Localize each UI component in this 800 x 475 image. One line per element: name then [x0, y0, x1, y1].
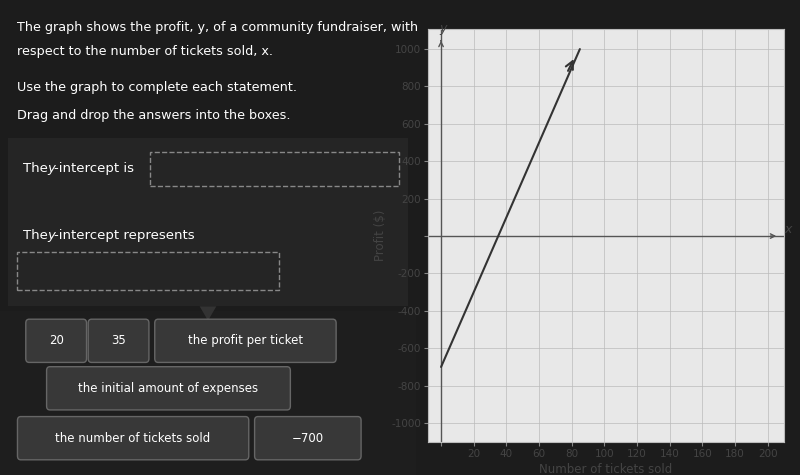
Text: The: The: [23, 228, 52, 242]
X-axis label: Number of tickets sold: Number of tickets sold: [539, 463, 673, 475]
Text: y: y: [439, 22, 446, 35]
Text: x: x: [784, 223, 791, 236]
Text: respect to the number of tickets sold, x.: respect to the number of tickets sold, x…: [17, 45, 273, 58]
Text: -intercept represents: -intercept represents: [54, 228, 194, 242]
Text: Use the graph to complete each statement.: Use the graph to complete each statement…: [17, 81, 297, 94]
FancyBboxPatch shape: [254, 417, 361, 460]
FancyBboxPatch shape: [26, 319, 86, 362]
FancyBboxPatch shape: [46, 367, 290, 410]
Text: the profit per ticket: the profit per ticket: [188, 334, 303, 347]
Text: the initial amount of expenses: the initial amount of expenses: [78, 382, 258, 395]
FancyBboxPatch shape: [154, 319, 336, 362]
FancyBboxPatch shape: [8, 138, 408, 306]
Text: -intercept is: -intercept is: [54, 162, 134, 175]
Polygon shape: [200, 306, 216, 321]
Y-axis label: Profit ($): Profit ($): [374, 209, 387, 261]
Text: y: y: [47, 228, 55, 242]
Text: Drag and drop the answers into the boxes.: Drag and drop the answers into the boxes…: [17, 109, 290, 122]
Text: y: y: [47, 162, 55, 175]
FancyBboxPatch shape: [88, 319, 149, 362]
Text: The: The: [23, 162, 52, 175]
Text: −700: −700: [292, 432, 324, 445]
Text: 20: 20: [49, 334, 63, 347]
FancyBboxPatch shape: [18, 417, 249, 460]
Text: 35: 35: [111, 334, 126, 347]
Text: The graph shows the profit, y, of a community fundraiser, with: The graph shows the profit, y, of a comm…: [17, 21, 418, 34]
FancyBboxPatch shape: [0, 311, 416, 475]
Text: the number of tickets sold: the number of tickets sold: [55, 432, 210, 445]
